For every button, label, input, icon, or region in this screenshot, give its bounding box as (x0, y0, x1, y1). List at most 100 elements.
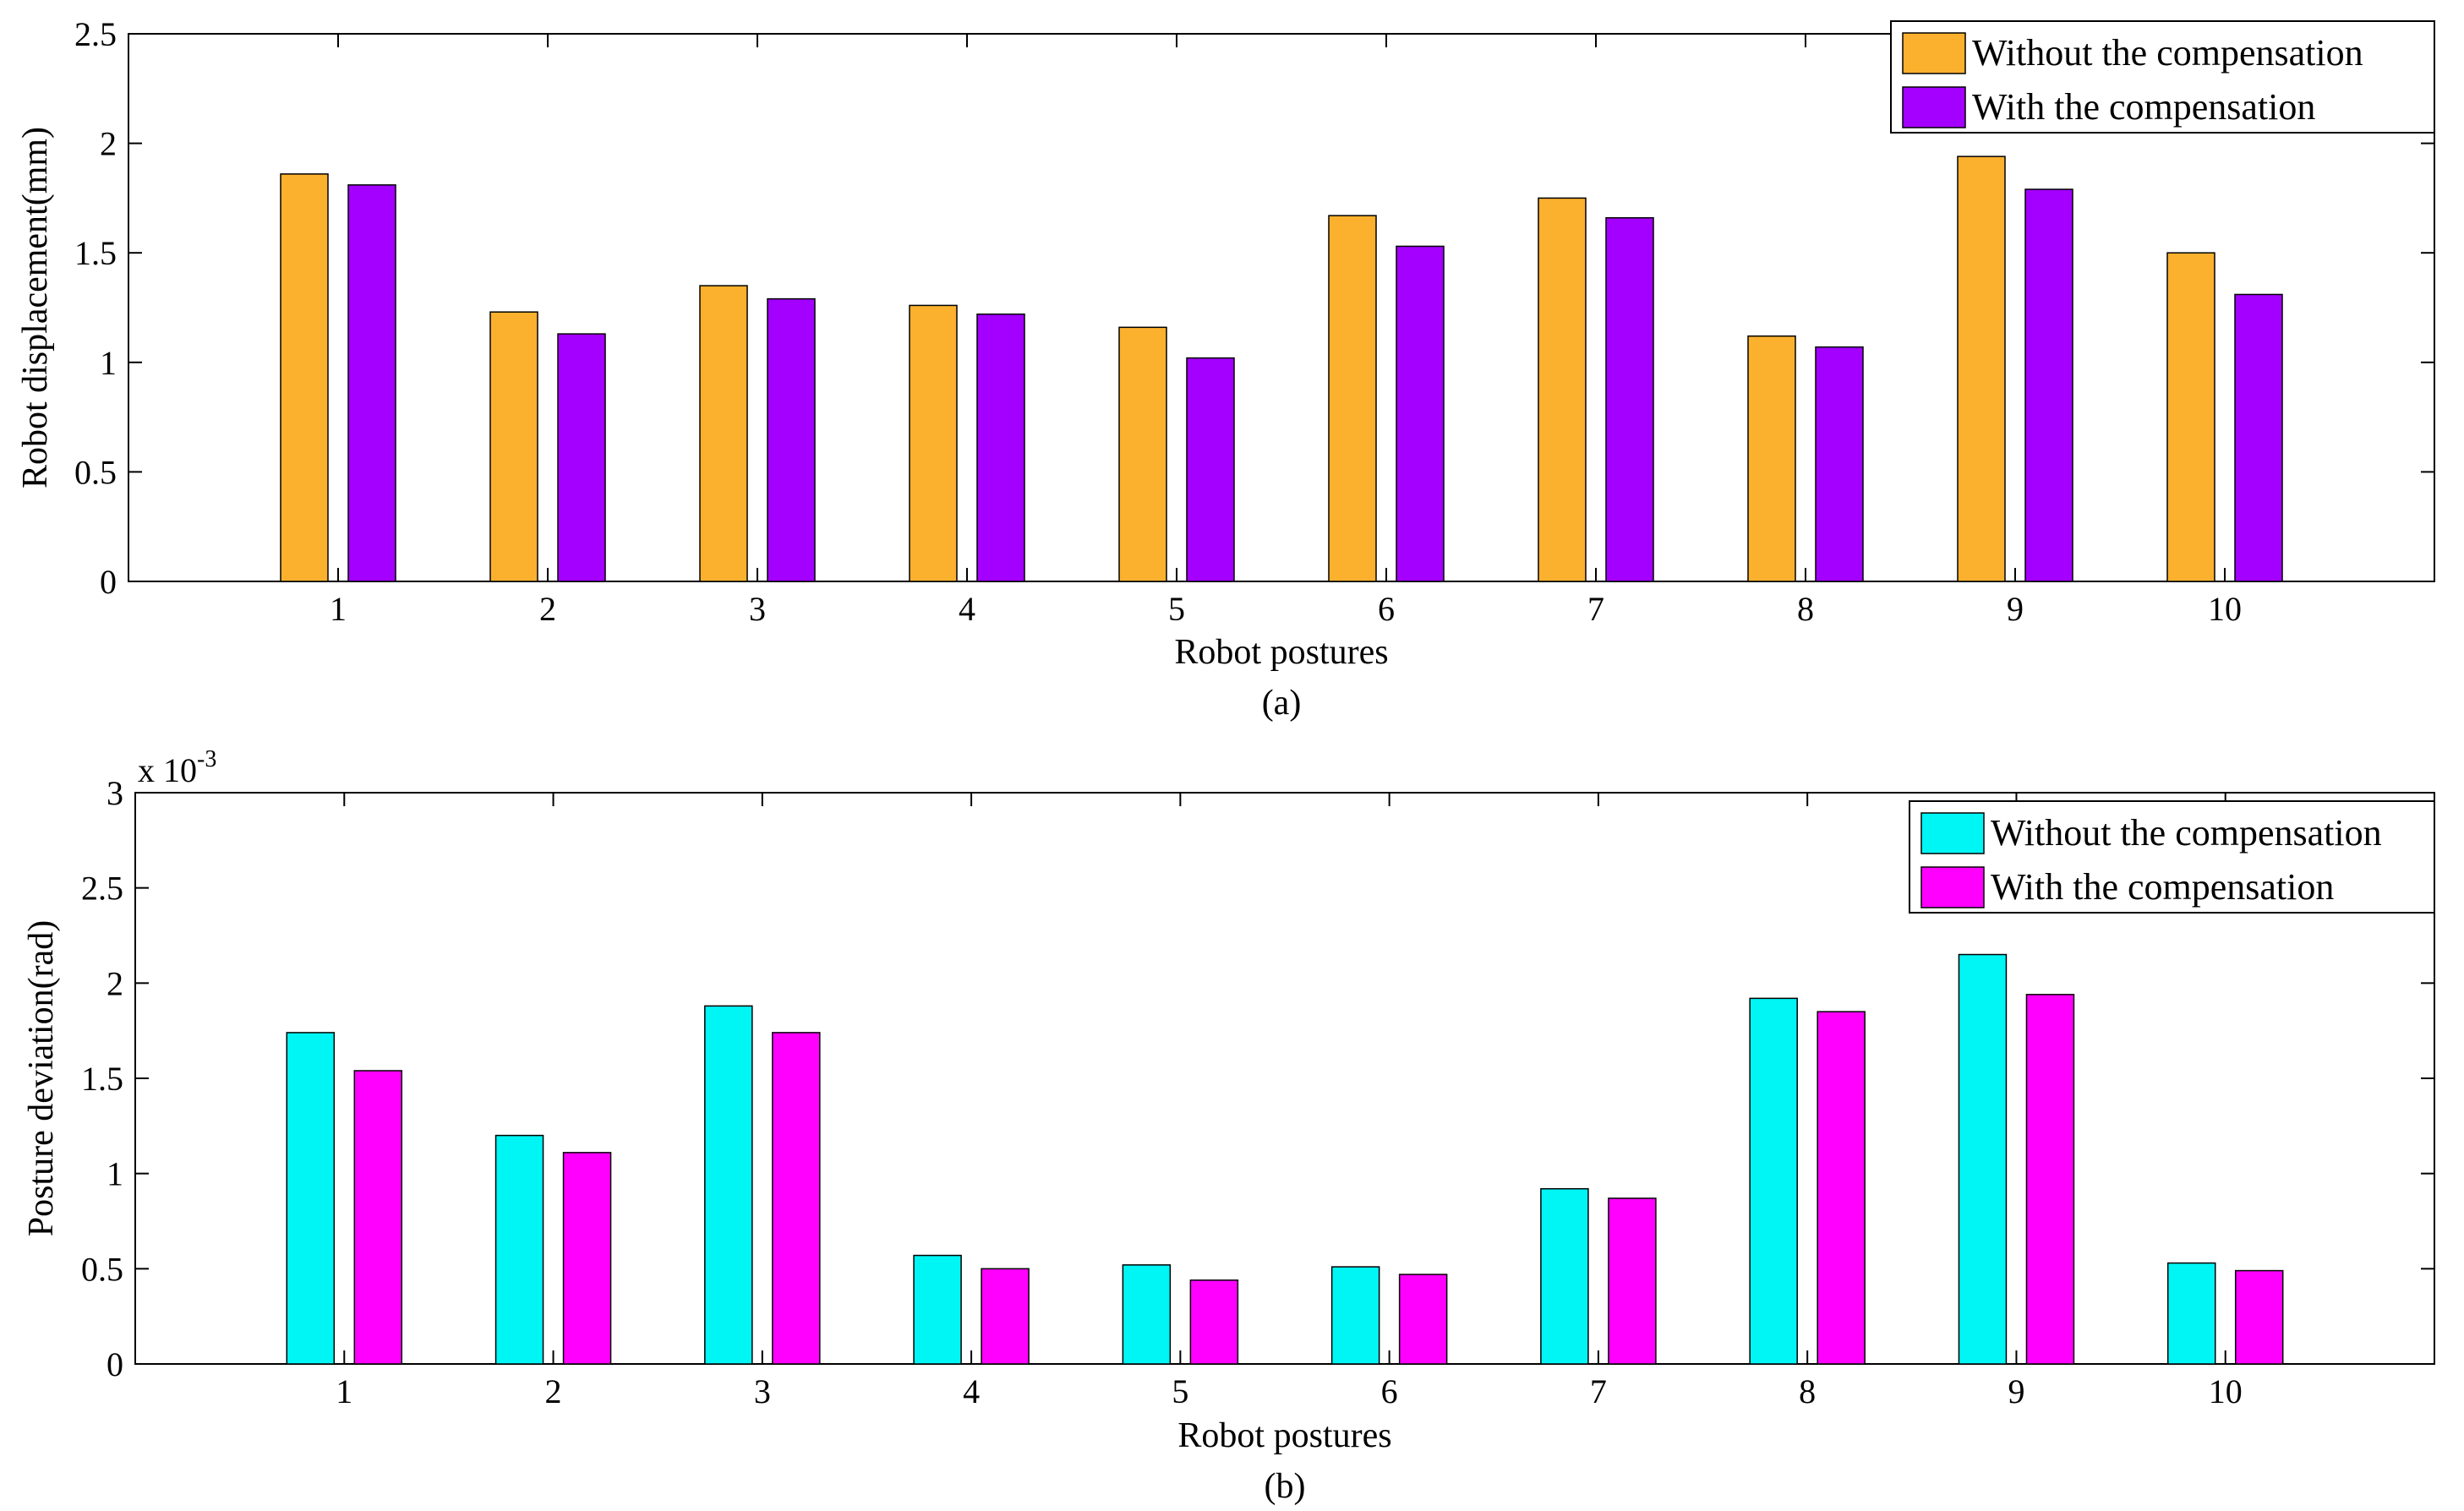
x-tick-label: 6 (1378, 590, 1395, 628)
y-tick-label: 3 (107, 774, 123, 812)
legend-swatch-with (1920, 866, 1985, 908)
x-tick-label: 1 (336, 1372, 352, 1410)
bar-with-3 (767, 297, 816, 582)
chart-b: 0 0.5 1 1.5 2 2.5 3 1 2 3 4 5 6 7 8 9 10 x 10-3 Robot po… (22, 746, 2435, 1506)
chart-a: 0 0.5 1 1.5 2 2.5 1 2 3 4 5 6 7 8 9 10 Robot postures R… (16, 15, 2435, 723)
legend-label-without: Without the compensation (1972, 32, 2363, 74)
y-tick-label: 2.5 (81, 870, 123, 908)
bar-with-1 (347, 184, 396, 582)
bar-with-6 (1398, 1274, 1448, 1365)
x-axis-label: Robot postures (1177, 1416, 1391, 1455)
bar-without-8 (1747, 335, 1796, 582)
legend-label-with: With the compensation (1991, 866, 2334, 908)
tick-group: 0 0.5 1 1.5 2 2.5 3 1 2 3 4 5 6 7 8 9 10 (81, 774, 2434, 1410)
bar-without-5 (1118, 326, 1167, 582)
y-tick-label: 0.5 (74, 453, 117, 491)
legend-swatch-without (1920, 812, 1985, 854)
bar-with-7 (1608, 1197, 1657, 1365)
axes-frame (128, 33, 2435, 582)
bar-without-6 (1328, 215, 1377, 582)
y-tick-label: 1.5 (81, 1060, 123, 1098)
bar-without-1 (280, 173, 329, 582)
bar-with-3 (772, 1032, 821, 1365)
x-tick-label: 9 (2008, 1372, 2024, 1410)
y-tick-label: 2.5 (74, 15, 117, 53)
bar-with-9 (2024, 188, 2073, 582)
bar-with-10 (2234, 1269, 2284, 1365)
bar-without-10 (2166, 252, 2215, 582)
x-tick-label: 2 (545, 1372, 562, 1410)
y-tick-label: 0 (100, 563, 117, 601)
bar-with-2 (557, 333, 606, 582)
bar-with-2 (562, 1152, 612, 1365)
bar-without-3 (704, 1005, 753, 1365)
bar-with-8 (1815, 346, 1864, 582)
bar-with-6 (1396, 245, 1445, 582)
bar-with-1 (353, 1070, 403, 1365)
legend-label-without: Without the compensation (1991, 812, 2382, 854)
x-tick-label: 2 (539, 590, 556, 628)
x-tick-label: 4 (959, 590, 975, 628)
y-axis-label: Posture deviation(rad) (22, 920, 61, 1236)
y-axis-exponent: x 10-3 (138, 746, 216, 789)
legend-swatch-without (1902, 32, 1966, 74)
legend-box (1909, 800, 2435, 914)
x-tick-label: 9 (2007, 590, 2024, 628)
tick-group: 0 0.5 1 1.5 2 2.5 1 2 3 4 5 6 7 8 9 10 (74, 15, 2434, 628)
x-tick-label: 3 (749, 590, 766, 628)
legend-swatch-with (1902, 86, 1966, 128)
x-axis-label: Robot postures (1174, 633, 1388, 672)
bar-group (286, 953, 2284, 1365)
exponent-power: -3 (197, 746, 216, 772)
bar-group (280, 155, 2283, 582)
y-tick-label: 0.5 (81, 1250, 123, 1288)
bar-without-9 (1957, 155, 2006, 582)
x-tick-label: 5 (1172, 1372, 1188, 1410)
x-tick-label: 3 (754, 1372, 771, 1410)
x-tick-label: 7 (1587, 590, 1604, 628)
bar-with-5 (1186, 357, 1235, 582)
x-tick-label: 10 (2208, 590, 2242, 628)
bar-with-4 (976, 314, 1025, 582)
bar-without-1 (286, 1032, 336, 1365)
bar-with-10 (2234, 293, 2283, 582)
x-tick-label: 7 (1590, 1372, 1607, 1410)
bar-without-7 (1538, 197, 1587, 582)
bar-with-4 (981, 1268, 1030, 1365)
subcaption: (a) (1262, 684, 1302, 723)
y-axis-label: Robot displacement(mm) (16, 127, 55, 488)
bar-without-9 (1958, 953, 2008, 1365)
bar-without-5 (1122, 1264, 1172, 1365)
x-tick-label: 10 (2209, 1372, 2243, 1410)
legend-label-with: With the compensation (1972, 86, 2315, 128)
x-tick-label: 4 (963, 1372, 980, 1410)
bar-with-5 (1189, 1279, 1239, 1365)
bar-without-8 (1749, 997, 1798, 1365)
bar-without-4 (913, 1254, 962, 1365)
legend: Without the compensation With the compen… (1890, 20, 2435, 134)
bar-without-4 (909, 304, 958, 582)
legend: Without the compensation With the compen… (1909, 800, 2435, 914)
bar-without-3 (699, 285, 748, 582)
y-tick-label: 1 (100, 344, 117, 382)
bar-without-10 (2166, 1262, 2216, 1365)
y-tick-label: 0 (107, 1345, 123, 1383)
y-tick-label: 2 (100, 125, 117, 163)
bar-without-2 (494, 1134, 544, 1365)
legend-box (1890, 20, 2435, 134)
bar-without-6 (1330, 1266, 1380, 1365)
bar-with-8 (1817, 1011, 1866, 1365)
y-tick-label: 1 (107, 1155, 123, 1193)
bar-with-9 (2025, 994, 2075, 1365)
x-tick-label: 5 (1168, 590, 1185, 628)
bar-with-7 (1605, 216, 1654, 582)
x-tick-label: 1 (330, 590, 347, 628)
bar-without-7 (1540, 1187, 1589, 1365)
x-tick-label: 6 (1381, 1372, 1398, 1410)
y-tick-label: 1.5 (74, 234, 117, 272)
subcaption: (b) (1265, 1467, 1306, 1506)
x-tick-label: 8 (1799, 1372, 1816, 1410)
y-tick-label: 2 (107, 964, 123, 1002)
x-tick-label: 8 (1797, 590, 1814, 628)
